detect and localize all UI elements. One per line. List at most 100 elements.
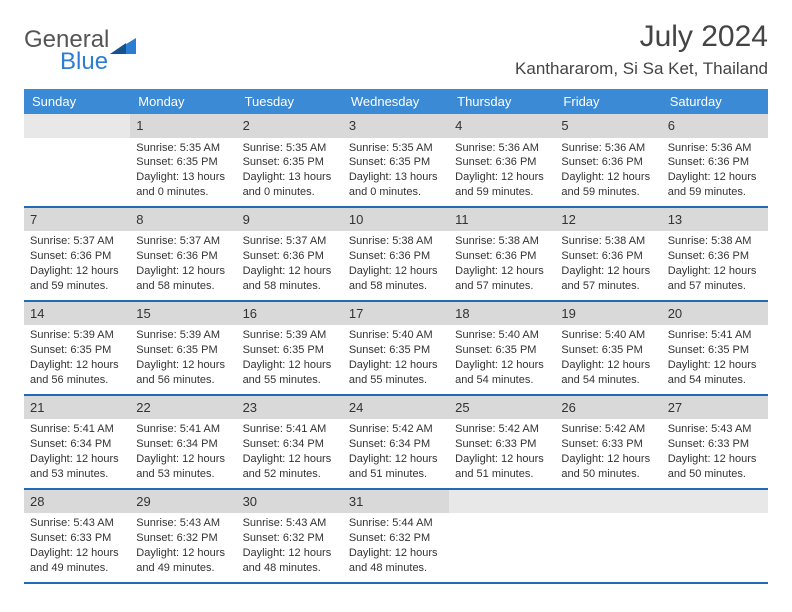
daylight-line: Daylight: 12 hours and 54 minutes. [455,358,549,388]
week-row: 14Sunrise: 5:39 AMSunset: 6:35 PMDayligh… [24,302,768,396]
day-number: 9 [237,208,343,232]
day-cell: 1Sunrise: 5:35 AMSunset: 6:35 PMDaylight… [130,114,236,206]
day-number: 13 [662,208,768,232]
sunrise-line: Sunrise: 5:35 AM [136,141,230,156]
day-number [24,114,130,138]
weekday-header-cell: Saturday [662,89,768,114]
daylight-line: Daylight: 12 hours and 53 minutes. [30,452,124,482]
sunrise-line: Sunrise: 5:43 AM [243,516,337,531]
week-row: 7Sunrise: 5:37 AMSunset: 6:36 PMDaylight… [24,208,768,302]
sunset-line: Sunset: 6:36 PM [668,249,762,264]
day-cell: 10Sunrise: 5:38 AMSunset: 6:36 PMDayligh… [343,208,449,300]
day-cell: 31Sunrise: 5:44 AMSunset: 6:32 PMDayligh… [343,490,449,582]
sunrise-line: Sunrise: 5:35 AM [243,141,337,156]
daylight-line: Daylight: 12 hours and 50 minutes. [561,452,655,482]
day-body: Sunrise: 5:38 AMSunset: 6:36 PMDaylight:… [449,234,555,293]
day-cell-empty [449,490,555,582]
sunset-line: Sunset: 6:35 PM [349,155,443,170]
daylight-line: Daylight: 12 hours and 48 minutes. [243,546,337,576]
day-cell: 7Sunrise: 5:37 AMSunset: 6:36 PMDaylight… [24,208,130,300]
daylight-line: Daylight: 13 hours and 0 minutes. [349,170,443,200]
sunset-line: Sunset: 6:34 PM [349,437,443,452]
day-cell: 21Sunrise: 5:41 AMSunset: 6:34 PMDayligh… [24,396,130,488]
sunrise-line: Sunrise: 5:43 AM [668,422,762,437]
sunrise-line: Sunrise: 5:41 AM [30,422,124,437]
day-number: 31 [343,490,449,514]
day-number: 14 [24,302,130,326]
sunrise-line: Sunrise: 5:42 AM [561,422,655,437]
day-cell: 19Sunrise: 5:40 AMSunset: 6:35 PMDayligh… [555,302,661,394]
daylight-line: Daylight: 12 hours and 51 minutes. [455,452,549,482]
daylight-line: Daylight: 12 hours and 59 minutes. [561,170,655,200]
day-body: Sunrise: 5:38 AMSunset: 6:36 PMDaylight:… [662,234,768,293]
sunrise-line: Sunrise: 5:36 AM [455,141,549,156]
daylight-line: Daylight: 12 hours and 49 minutes. [136,546,230,576]
daylight-line: Daylight: 12 hours and 58 minutes. [243,264,337,294]
weekday-header-cell: Monday [130,89,236,114]
day-number: 30 [237,490,343,514]
sunrise-line: Sunrise: 5:38 AM [349,234,443,249]
day-cell: 4 Sunrise: 5:36 AMSunset: 6:36 PMDaylight… [449,114,555,206]
day-cell: 29Sunrise: 5:43 AMSunset: 6:32 PMDayligh… [130,490,236,582]
day-cell: 25Sunrise: 5:42 AMSunset: 6:33 PMDayligh… [449,396,555,488]
day-body: Sunrise: 5:36 AMSunset: 6:36 PMDaylight:… [449,141,555,200]
daylight-line: Daylight: 12 hours and 52 minutes. [243,452,337,482]
day-cell: 5Sunrise: 5:36 AMSunset: 6:36 PMDaylight… [555,114,661,206]
day-body: Sunrise: 5:39 AMSunset: 6:35 PMDaylight:… [130,328,236,387]
day-body: Sunrise: 5:41 AMSunset: 6:34 PMDaylight:… [130,422,236,481]
daylight-line: Daylight: 12 hours and 55 minutes. [349,358,443,388]
sunset-line: Sunset: 6:36 PM [561,249,655,264]
day-body: Sunrise: 5:42 AMSunset: 6:33 PMDaylight:… [555,422,661,481]
sunrise-line: Sunrise: 5:44 AM [349,516,443,531]
sunrise-line: Sunrise: 5:39 AM [243,328,337,343]
day-body: Sunrise: 5:41 AMSunset: 6:34 PMDaylight:… [237,422,343,481]
sunrise-line: Sunrise: 5:38 AM [668,234,762,249]
day-body: Sunrise: 5:40 AMSunset: 6:35 PMDaylight:… [555,328,661,387]
day-number: 23 [237,396,343,420]
sunrise-line: Sunrise: 5:37 AM [136,234,230,249]
day-body: Sunrise: 5:35 AMSunset: 6:35 PMDaylight:… [343,141,449,200]
day-body: Sunrise: 5:40 AMSunset: 6:35 PMDaylight:… [449,328,555,387]
sunset-line: Sunset: 6:35 PM [243,343,337,358]
sunset-line: Sunset: 6:36 PM [30,249,124,264]
daylight-line: Daylight: 12 hours and 54 minutes. [561,358,655,388]
day-body: Sunrise: 5:43 AMSunset: 6:33 PMDaylight:… [24,516,130,575]
daylight-line: Daylight: 12 hours and 57 minutes. [668,264,762,294]
daylight-line: Daylight: 12 hours and 55 minutes. [243,358,337,388]
sunset-line: Sunset: 6:36 PM [136,249,230,264]
day-cell: 13Sunrise: 5:38 AMSunset: 6:36 PMDayligh… [662,208,768,300]
month-title: July 2024 [515,20,768,53]
day-number: 28 [24,490,130,514]
day-number: 4 [449,114,555,138]
sunrise-line: Sunrise: 5:41 AM [668,328,762,343]
daylight-line: Daylight: 12 hours and 56 minutes. [30,358,124,388]
daylight-line: Daylight: 12 hours and 59 minutes. [455,170,549,200]
sunrise-line: Sunrise: 5:37 AM [30,234,124,249]
sunrise-line: Sunrise: 5:39 AM [30,328,124,343]
day-cell: 14Sunrise: 5:39 AMSunset: 6:35 PMDayligh… [24,302,130,394]
daylight-line: Daylight: 12 hours and 48 minutes. [349,546,443,576]
day-cell: 3Sunrise: 5:35 AMSunset: 6:35 PMDaylight… [343,114,449,206]
day-number: 18 [449,302,555,326]
daylight-line: Daylight: 12 hours and 58 minutes. [136,264,230,294]
day-cell: 15Sunrise: 5:39 AMSunset: 6:35 PMDayligh… [130,302,236,394]
day-number: 27 [662,396,768,420]
day-number: 8 [130,208,236,232]
sunset-line: Sunset: 6:33 PM [668,437,762,452]
sunrise-line: Sunrise: 5:42 AM [349,422,443,437]
day-body: Sunrise: 5:38 AMSunset: 6:36 PMDaylight:… [555,234,661,293]
day-cell: 26Sunrise: 5:42 AMSunset: 6:33 PMDayligh… [555,396,661,488]
brand-logo: General Blue [24,20,136,76]
sunset-line: Sunset: 6:36 PM [243,249,337,264]
day-body: Sunrise: 5:37 AMSunset: 6:36 PMDaylight:… [130,234,236,293]
day-body: Sunrise: 5:37 AMSunset: 6:36 PMDaylight:… [24,234,130,293]
location-text: Kanthararom, Si Sa Ket, Thailand [515,59,768,79]
daylight-line: Daylight: 12 hours and 59 minutes. [668,170,762,200]
day-number: 17 [343,302,449,326]
sunset-line: Sunset: 6:34 PM [136,437,230,452]
sunrise-line: Sunrise: 5:41 AM [136,422,230,437]
weekday-header-cell: Tuesday [237,89,343,114]
daylight-line: Daylight: 12 hours and 49 minutes. [30,546,124,576]
daylight-line: Daylight: 12 hours and 58 minutes. [349,264,443,294]
day-cell: 18Sunrise: 5:40 AMSunset: 6:35 PMDayligh… [449,302,555,394]
